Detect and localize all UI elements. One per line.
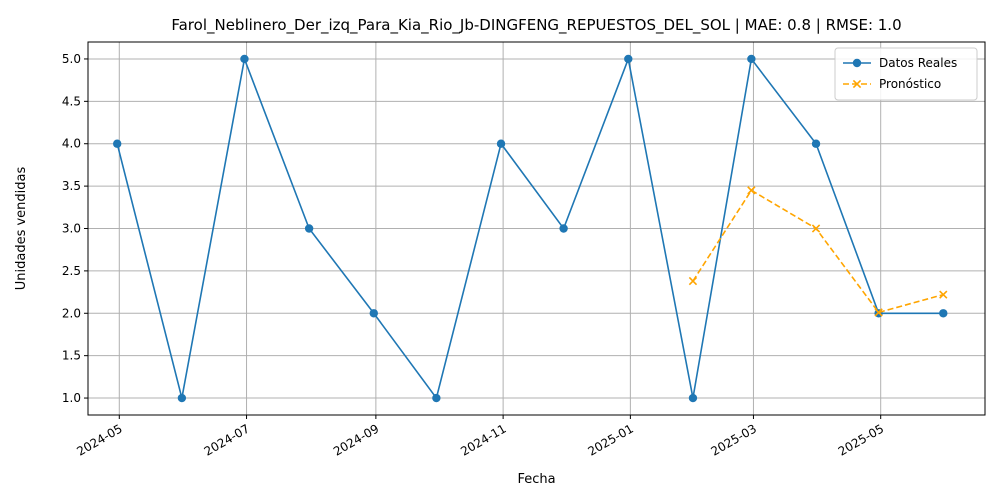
data-point-datos-reales [688, 393, 698, 403]
data-point-datos-reales [939, 309, 948, 318]
series-line-datos-reales [116, 55, 944, 400]
data-point-pronostico [688, 276, 698, 286]
legend-label-datos-reales: Datos Reales [879, 56, 957, 70]
legend-box [834, 47, 978, 101]
legend-marker-datos-reales [852, 58, 862, 68]
data-point-datos-reales [747, 54, 756, 64]
y-tick-label: 2.5 [62, 264, 81, 278]
data-point-datos-reales [432, 393, 441, 403]
y-tick-label: 3.5 [62, 179, 81, 193]
x-tick-label: 2025-01 [585, 421, 635, 458]
data-point-pronostico [874, 308, 883, 317]
x-axis-title: Fecha [517, 472, 555, 487]
data-point-datos-reales [496, 139, 506, 148]
x-tick-label: 2024-09 [331, 421, 381, 458]
grid-lines [88, 42, 985, 415]
data-point-pronostico [939, 290, 948, 299]
data-point-datos-reales [624, 54, 633, 64]
legend-marker-pronostico [852, 79, 862, 89]
data-point-pronostico [747, 186, 756, 195]
data-point-datos-reales [113, 139, 122, 148]
series-group [113, 54, 948, 403]
y-tick-label: 1.5 [62, 349, 81, 363]
y-tick-label: 3.0 [62, 222, 81, 236]
x-tick-label: 2025-03 [709, 421, 759, 458]
data-point-pronostico [811, 224, 821, 233]
series-line-pronostico [692, 189, 944, 314]
y-tick-label: 2.0 [62, 306, 81, 320]
data-point-datos-reales [559, 224, 568, 233]
legend: Datos Reales Pronóstico [834, 47, 978, 101]
data-point-datos-reales [811, 139, 821, 148]
chart-title: Farol_Neblinero_Der_izq_Para_Kia_Rio_Jb-… [171, 16, 901, 35]
data-point-datos-reales [240, 54, 249, 64]
y-tick-label: 4.5 [62, 94, 81, 108]
legend-label-pronostico: Pronóstico [879, 77, 941, 91]
y-axis-title: Unidades vendidas [14, 167, 29, 291]
y-tick-label: 5.0 [62, 52, 81, 66]
x-tick-label: 2024-07 [202, 421, 252, 458]
x-tick-label: 2025-05 [836, 421, 886, 458]
x-tick-label: 2024-11 [458, 421, 508, 458]
data-point-datos-reales [369, 309, 378, 318]
x-tick-label: 2024-05 [74, 421, 124, 458]
data-point-datos-reales [177, 393, 187, 403]
y-tick-label: 4.0 [62, 137, 81, 151]
y-tick-label: 1.0 [62, 391, 81, 405]
data-point-datos-reales [304, 224, 314, 233]
